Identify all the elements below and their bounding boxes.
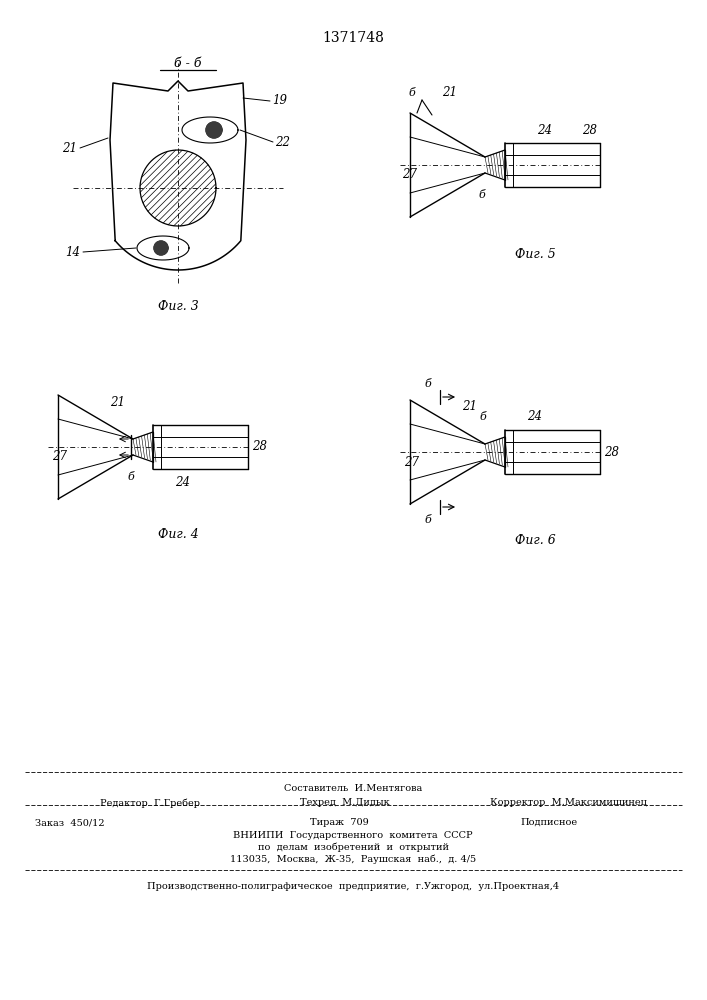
Text: б: б <box>425 515 431 525</box>
Circle shape <box>206 122 222 138</box>
Text: 27: 27 <box>52 450 67 464</box>
Text: 28: 28 <box>252 440 267 454</box>
Text: 28: 28 <box>604 446 619 458</box>
Text: б: б <box>128 472 134 482</box>
Text: Фиг. 6: Фиг. 6 <box>515 534 556 546</box>
Text: 24: 24 <box>527 410 542 424</box>
Text: б: б <box>425 379 431 389</box>
Text: Фиг. 5: Фиг. 5 <box>515 248 556 261</box>
Text: Подписное: Подписное <box>520 818 577 827</box>
Text: 14: 14 <box>66 246 81 259</box>
Text: 22: 22 <box>276 136 291 149</box>
Text: Производственно-полиграфическое  предприятие,  г.Ужгород,  ул.Проектная,4: Производственно-полиграфическое предприя… <box>147 882 559 891</box>
Text: 21: 21 <box>110 395 126 408</box>
Text: Заказ  450/12: Заказ 450/12 <box>35 818 105 827</box>
Circle shape <box>154 241 168 255</box>
Text: 113035,  Москва,  Ж-35,  Раушская  наб.,  д. 4/5: 113035, Москва, Ж-35, Раушская наб., д. … <box>230 855 476 864</box>
Text: 21: 21 <box>462 400 477 414</box>
Text: 27: 27 <box>404 456 419 468</box>
Text: Составитель  И.Ментягова: Составитель И.Ментягова <box>284 784 422 793</box>
Text: 24: 24 <box>537 123 552 136</box>
Text: б: б <box>479 412 486 422</box>
Text: Редактор  Г.Гребер: Редактор Г.Гребер <box>100 798 200 808</box>
Text: 19: 19 <box>272 94 288 106</box>
Text: Фиг. 4: Фиг. 4 <box>158 528 199 542</box>
Text: б - б: б - б <box>174 57 201 70</box>
Text: б: б <box>479 190 486 200</box>
Text: 21: 21 <box>62 141 78 154</box>
Text: ВНИИПИ  Государственного  комитета  СССР: ВНИИПИ Государственного комитета СССР <box>233 831 473 840</box>
Text: Техред  М.Дидык: Техред М.Дидык <box>300 798 390 807</box>
Text: Фиг. 3: Фиг. 3 <box>158 300 199 312</box>
Text: 24: 24 <box>175 476 190 488</box>
Text: Корректор  М.Максимишинец: Корректор М.Максимишинец <box>490 798 647 807</box>
Text: Тираж  709: Тираж 709 <box>310 818 369 827</box>
Text: 1371748: 1371748 <box>322 31 384 45</box>
Text: по  делам  изобретений  и  открытий: по делам изобретений и открытий <box>257 843 448 852</box>
Text: б: б <box>409 88 416 98</box>
Text: 27: 27 <box>402 168 418 182</box>
Text: 21: 21 <box>443 87 457 100</box>
Text: 28: 28 <box>583 123 597 136</box>
